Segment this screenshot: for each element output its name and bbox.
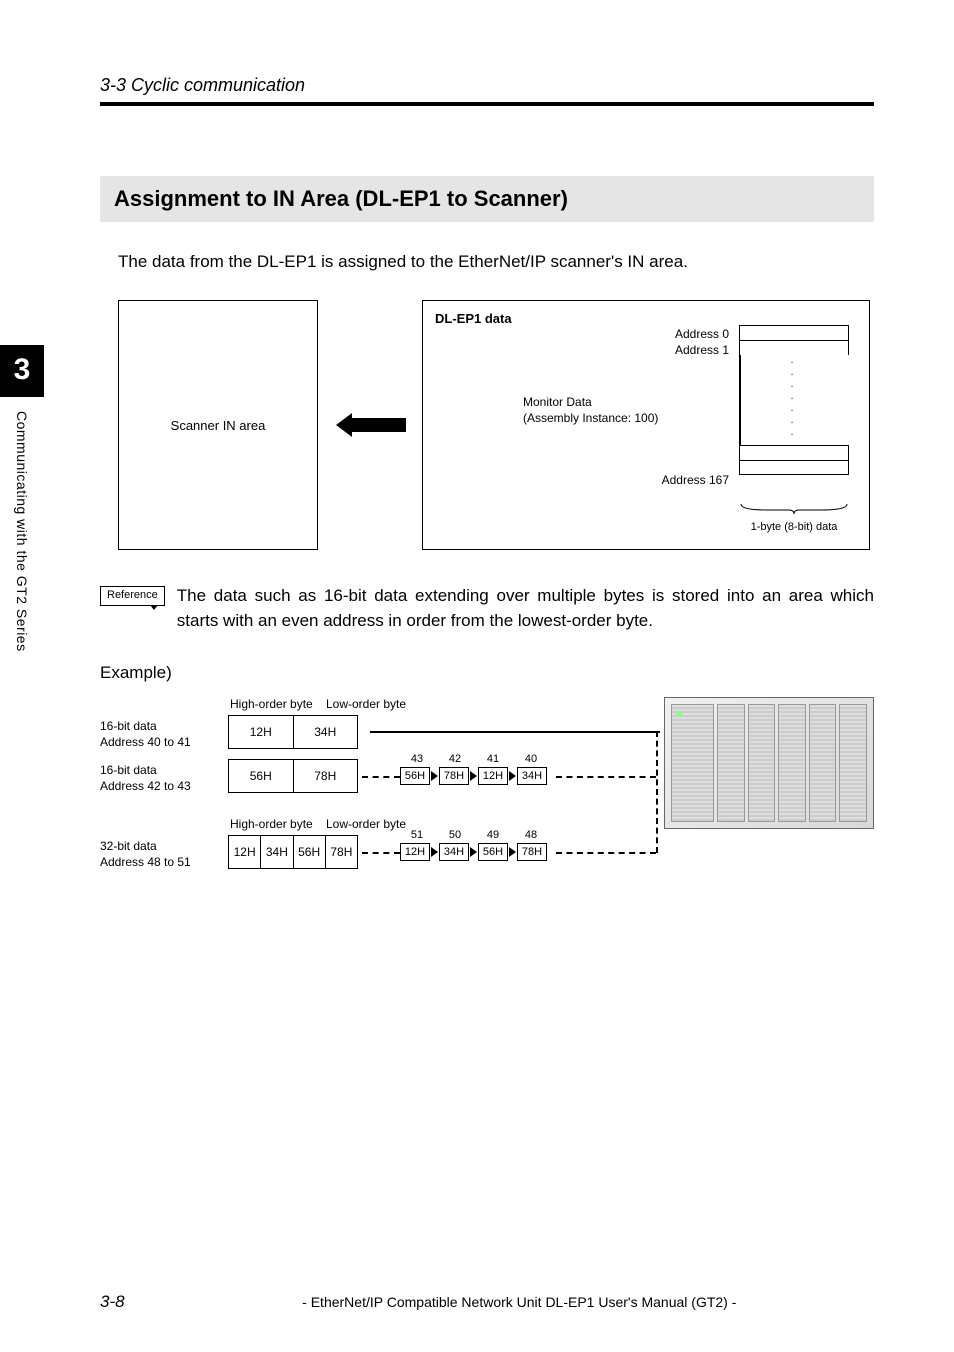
example-label: Example) [100, 663, 874, 683]
address-1-label: Address 1 [675, 343, 729, 357]
addr-num: 51 [402, 829, 432, 841]
cell: 12H [229, 836, 261, 868]
reference-note: Reference The data such as 16-bit data e… [100, 584, 874, 633]
addr-num: 43 [402, 753, 432, 765]
addr-num: 48 [516, 829, 546, 841]
byte-cell: 56H [400, 767, 430, 785]
brace-icon [739, 502, 849, 514]
header-rule [100, 102, 874, 106]
row3-label: 32-bit data Address 48 to 51 [100, 839, 191, 870]
reference-text: The data such as 16-bit data extending o… [177, 584, 874, 633]
row2-label: 16-bit data Address 42 to 43 [100, 763, 191, 794]
dlep1-box: DL-EP1 data Monitor Data (Assembly Insta… [422, 300, 870, 550]
byte-cell: 56H [478, 843, 508, 861]
arrow-right-icon [470, 771, 477, 781]
page-number: 3-8 [100, 1292, 125, 1312]
dlep1-title: DL-EP1 data [435, 311, 857, 326]
addr-num: 49 [478, 829, 508, 841]
arrow-right-icon [509, 847, 516, 857]
addr-num: 50 [440, 829, 470, 841]
hob-label-1: High-order byte [230, 697, 313, 711]
section-title: Assignment to IN Area (DL-EP1 to Scanner… [100, 176, 874, 222]
ellipsis-icon: ······· [787, 357, 797, 441]
dash-line [556, 852, 656, 854]
lob-label-1: Low-order byte [326, 697, 406, 711]
arrow-right-icon [470, 847, 477, 857]
row2-box: 56H 78H [228, 759, 358, 793]
cell: 34H [294, 716, 358, 748]
plc-illustration [664, 697, 874, 829]
solid-line [370, 731, 660, 733]
dash-line [362, 852, 400, 854]
dash-line [362, 776, 400, 778]
byte-cell: 12H [400, 843, 430, 861]
byte-cell: 34H [439, 843, 469, 861]
arrow-left-icon [336, 418, 406, 432]
monitor-data-label: Monitor Data (Assembly Instance: 100) [523, 395, 658, 426]
address-167-label: Address 167 [662, 473, 729, 487]
row2-bytes: 56H 78H 12H 34H [400, 767, 547, 785]
chapter-number: 3 [0, 345, 44, 397]
byte-cell: 12H [478, 767, 508, 785]
cell: 78H [326, 836, 357, 868]
cell: 56H [229, 760, 294, 792]
running-header: 3-3 Cyclic communication [100, 75, 874, 96]
row3-box: 12H 34H 56H 78H [228, 835, 358, 869]
addr-num: 41 [478, 753, 508, 765]
dash-connector [656, 731, 658, 853]
lob-label-2: Low-order byte [326, 817, 406, 831]
byte-cell: 78H [517, 843, 547, 861]
cell: 12H [229, 716, 294, 748]
dash-line [556, 776, 656, 778]
chapter-label: Communicating with the GT2 Series [0, 397, 30, 652]
diagram-byte-order: High-order byte Low-order byte 16-bit da… [100, 697, 874, 897]
intro-text: The data from the DL-EP1 is assigned to … [118, 252, 874, 272]
arrow-right-icon [431, 847, 438, 857]
reference-badge: Reference [100, 586, 165, 606]
addr-num: 40 [516, 753, 546, 765]
row1-label: 16-bit data Address 40 to 41 [100, 719, 191, 750]
cell: 56H [294, 836, 326, 868]
scanner-box: Scanner IN area [118, 300, 318, 550]
diagram-in-area: Scanner IN area DL-EP1 data Monitor Data… [118, 300, 874, 560]
row1-box: 12H 34H [228, 715, 358, 749]
arrow-right-icon [509, 771, 516, 781]
arrow-right-icon [431, 771, 438, 781]
byte-cell: 78H [439, 767, 469, 785]
cell: 78H [294, 760, 358, 792]
hob-label-2: High-order byte [230, 817, 313, 831]
byte-cell: 34H [517, 767, 547, 785]
addr-num: 42 [440, 753, 470, 765]
scanner-label: Scanner IN area [171, 418, 266, 433]
cell: 34H [261, 836, 293, 868]
brace-label-group: 1-byte (8-bit) data [739, 501, 849, 533]
byte-width-label: 1-byte (8-bit) data [739, 521, 849, 533]
row3-bytes: 12H 34H 56H 78H [400, 843, 547, 861]
footer-text: - EtherNet/IP Compatible Network Unit DL… [165, 1294, 874, 1310]
page-footer: 3-8 - EtherNet/IP Compatible Network Uni… [100, 1292, 874, 1312]
address-0-label: Address 0 [675, 327, 729, 341]
side-tab: 3 Communicating with the GT2 Series [0, 345, 44, 652]
